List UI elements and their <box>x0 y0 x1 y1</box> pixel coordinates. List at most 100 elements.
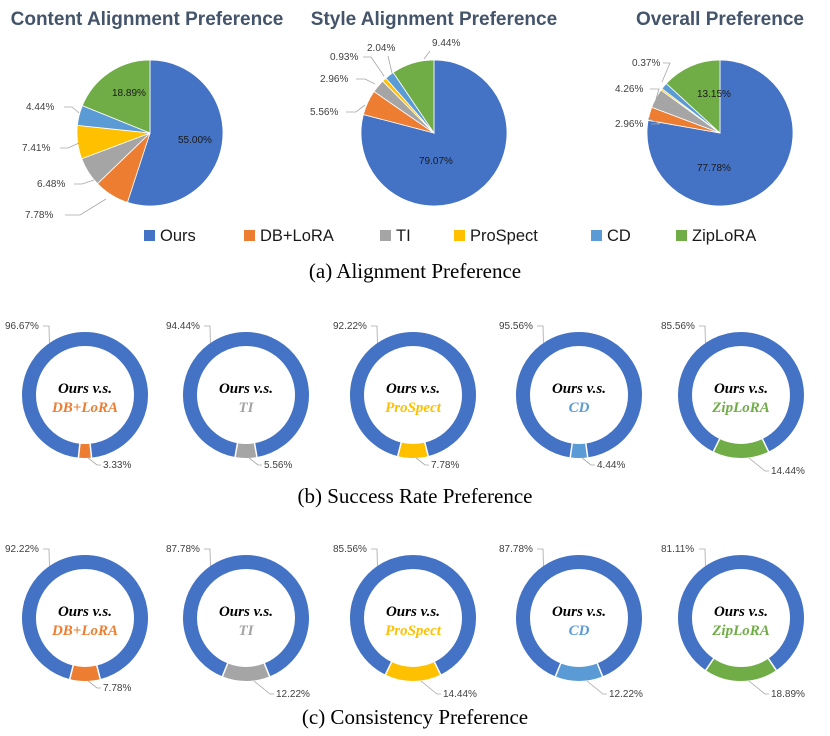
data-label-ziplora: 18.89% <box>771 689 805 700</box>
leader-line-ti <box>74 179 95 185</box>
donut-center-prefix: Ours v.s. <box>714 604 768 620</box>
donut-center-opponent: DB+LoRA <box>51 623 118 639</box>
legend-item-ours: Ours <box>144 227 196 245</box>
donut-segment-ours <box>678 332 804 452</box>
donut-success-rate-prospect: 92.22% 7.78% Ours v.s. ProSpect <box>333 321 476 471</box>
donut-center-prefix: Ours v.s. <box>386 604 440 620</box>
donut-segment-ziplora <box>713 438 769 458</box>
leader-line-ours <box>204 548 211 567</box>
donut-center-prefix: Ours v.s. <box>552 604 606 620</box>
data-label-prospect: 0.93% <box>330 52 358 63</box>
donut-center-opponent: ProSpect <box>385 623 442 639</box>
donut-segment-cd <box>555 663 603 681</box>
donut-center-prefix: Ours v.s. <box>714 381 768 397</box>
donut-separator <box>396 441 403 458</box>
donut-center-prefix: Ours v.s. <box>219 604 273 620</box>
legend-label-prospect: ProSpect <box>470 227 538 245</box>
data-label-ti: 2.96% <box>320 74 348 85</box>
leader-line-ours <box>699 548 706 567</box>
donut-segment-db-lora <box>69 665 101 681</box>
donut-separator <box>596 662 604 678</box>
donut-separator <box>77 442 81 459</box>
pie-title-overall: Overall Preference <box>636 9 804 30</box>
donut-center-prefix: Ours v.s. <box>386 381 440 397</box>
pie-slice-ziplora <box>392 59 435 135</box>
donut-segment-ours <box>516 332 642 458</box>
donut-center-opponent: CD <box>569 400 590 416</box>
data-label-cd: 12.22% <box>609 689 643 700</box>
leader-line-ti <box>253 680 274 695</box>
pie-slice-ours <box>646 59 794 207</box>
leader-line-ours <box>43 325 50 344</box>
donut-segment-ours <box>350 332 476 457</box>
legend-item-ti: TI <box>380 227 411 245</box>
legend-item-db-lora: DB+LoRA <box>244 227 334 245</box>
data-label-ours: 96.67% <box>5 321 39 332</box>
data-label-prospect: 0.37% <box>632 58 660 69</box>
donut-separator <box>423 441 430 458</box>
pie-title-content: Content Alignment Preference <box>11 9 284 30</box>
leader-line-ziplora <box>748 680 769 695</box>
donut-center-opponent: TI <box>239 623 255 639</box>
pie-title-style: Style Alignment Preference <box>311 9 557 30</box>
data-label-ours: 81.11% <box>661 544 694 555</box>
leader-line-cd <box>64 106 80 114</box>
leader-line-prospect <box>60 142 80 149</box>
leader-line-cd <box>581 457 595 466</box>
donut-segment-ours <box>22 555 148 680</box>
donut-separator <box>68 664 75 681</box>
leader-line-ours <box>537 548 544 567</box>
donut-consistency-cd: 87.78% 12.22% Ours v.s. CD <box>499 544 643 700</box>
data-label-prospect: 7.78% <box>431 460 459 471</box>
leader-line-ziplora <box>423 50 431 60</box>
pie-style-alignment-preference: 79.07% 5.56% 2.96% 0.93% 2.04% 9.44% <box>310 38 508 207</box>
donut-segment-ours <box>183 332 309 458</box>
donut-success-rate-ti: 94.44% 5.56% Ours v.s. TI <box>166 321 309 471</box>
donut-consistency-prospect: 85.56% 14.44% Ours v.s. ProSpect <box>333 544 477 700</box>
leader-line-db-lora <box>87 457 101 466</box>
leader-line-prospect <box>661 62 671 83</box>
donut-segment-ti <box>235 443 257 458</box>
donut-segment-prospect <box>385 661 441 681</box>
pie-slice-ziplora <box>665 59 721 134</box>
leader-line-ours <box>537 325 544 344</box>
donut-consistency-ti: 87.78% 12.22% Ours v.s. TI <box>166 544 310 700</box>
data-label-cd: 4.44% <box>597 460 625 471</box>
data-label-ours: 92.22% <box>5 544 39 555</box>
donut-separator <box>704 657 715 672</box>
data-label-ti: 12.22% <box>276 689 310 700</box>
leader-line-db-lora <box>87 680 101 689</box>
data-label-db-lora: 5.56% <box>310 107 338 118</box>
data-label-ours: 79.07% <box>419 156 453 167</box>
donut-segment-prospect <box>397 442 429 458</box>
data-label-ours: 77.78% <box>697 163 731 174</box>
data-label-ziplora: 14.44% <box>771 466 805 477</box>
leader-line-ours <box>204 325 211 344</box>
donut-success-rate-cd: 95.56% 4.44% Ours v.s. CD <box>499 321 642 471</box>
legend-label-ours: Ours <box>160 227 196 245</box>
data-label-db-lora: 7.78% <box>25 210 53 221</box>
donut-separator <box>584 442 589 459</box>
data-label-ti: 5.56% <box>264 460 292 471</box>
legend-label-ziplora: ZipLoRA <box>692 227 756 245</box>
data-label-ziplora: 13.15% <box>697 89 731 100</box>
donut-separator <box>554 662 562 678</box>
donut-center-opponent: DB+LoRA <box>51 400 118 416</box>
leader-line-ours <box>371 325 378 344</box>
data-label-prospect: 14.44% <box>443 689 477 700</box>
leader-line-ours <box>43 548 50 567</box>
donut-center-prefix: Ours v.s. <box>552 381 606 397</box>
donut-success-rate-db-lora: 96.67% 3.33% Ours v.s. DB+LoRA <box>5 321 148 471</box>
donut-center-opponent: ZipLoRA <box>711 623 770 639</box>
data-label-ours: 94.44% <box>166 321 200 332</box>
pie-slice-ours <box>126 59 224 207</box>
data-label-db-lora: 2.96% <box>615 119 643 130</box>
data-label-cd: 4.44% <box>26 102 54 113</box>
donut-center-opponent: CD <box>569 623 590 639</box>
donut-consistency-db-lora: 92.22% 7.78% Ours v.s. DB+LoRA <box>5 544 148 694</box>
leader-line-ours <box>699 325 706 344</box>
data-label-ours: 95.56% <box>499 321 533 332</box>
donut-separator <box>221 662 229 678</box>
caption-success-rate: (b) Success Rate Preference <box>298 484 533 508</box>
